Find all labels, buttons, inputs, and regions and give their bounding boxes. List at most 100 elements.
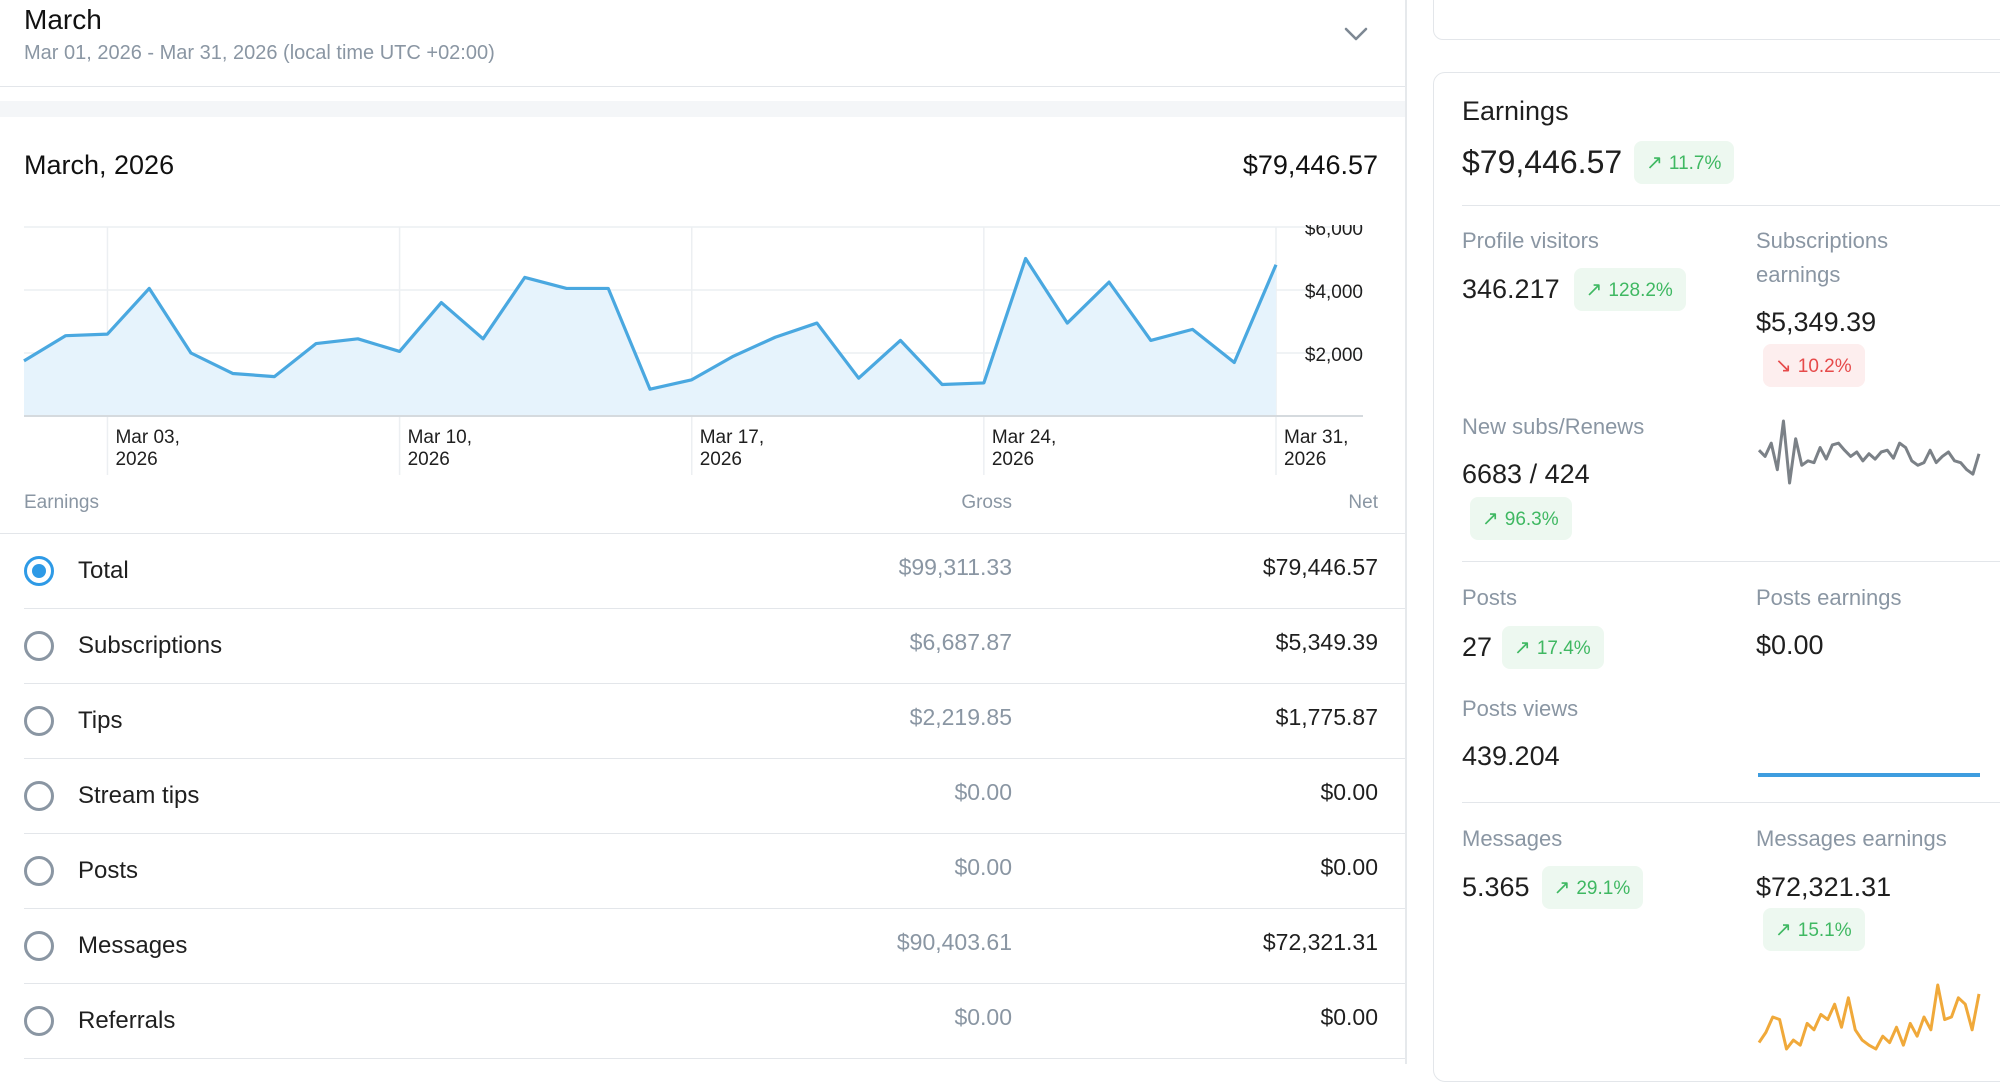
col-earnings-header: Earnings (24, 492, 99, 513)
series-area (24, 258, 1276, 416)
arrow-up-right-icon: ↗ (1646, 152, 1663, 174)
data-point (1147, 336, 1155, 344)
data-point (563, 284, 571, 292)
y-tick-label: $6,000 (1305, 225, 1363, 240)
badge-text: 10.2% (1797, 356, 1852, 377)
new-subs-label: New subs/Renews (1462, 414, 1645, 439)
data-point (1230, 358, 1238, 366)
data-point (729, 352, 737, 360)
table-divider (0, 533, 1405, 534)
table-row[interactable]: Subscriptions $6,687.87 $5,349.39 (0, 609, 1405, 684)
subscriptions-earnings-value: $5,349.39 (1756, 307, 1877, 337)
table-row[interactable]: Total $99,311.33 $79,446.57 (0, 534, 1405, 609)
header-band (0, 101, 1405, 117)
earnings-main-panel: March Mar 01, 2026 - Mar 31, 2026 (local… (0, 4, 1405, 1059)
data-point (1272, 261, 1280, 269)
data-point (1022, 255, 1030, 263)
x-tick-label: 2026 (408, 449, 450, 470)
data-point (1105, 278, 1113, 286)
row-divider (24, 1058, 1405, 1059)
top-card (1433, 0, 2000, 40)
posts-badge: ↗ 17.4% (1502, 626, 1604, 669)
row-gross: $0.00 (954, 854, 1012, 880)
posts-views-label: Posts views (1462, 696, 1579, 721)
row-divider (24, 608, 1405, 609)
data-point (270, 373, 278, 381)
data-point (521, 273, 529, 281)
x-tick-label: 2026 (700, 449, 742, 470)
row-radio[interactable] (24, 631, 54, 661)
row-divider (24, 833, 1405, 834)
period-selector-title[interactable]: March (24, 4, 102, 35)
row-net: $5,349.39 (1275, 629, 1378, 655)
badge-text: 15.1% (1797, 920, 1852, 941)
new-subs-badge: ↗ 96.3% (1470, 497, 1572, 540)
data-point (855, 374, 863, 382)
sparkline-path (1757, 983, 1981, 1051)
data-point (646, 385, 654, 393)
data-point (145, 284, 153, 292)
row-net: $72,321.31 (1262, 929, 1378, 955)
label-line: earnings (1756, 262, 1841, 287)
row-net: $0.00 (1320, 854, 1378, 880)
x-tick-label: Mar 03, (115, 427, 179, 448)
arrow-up-right-icon: ↗ (1775, 919, 1792, 941)
row-radio[interactable] (24, 856, 54, 886)
posts-group: 27 ↗ 17.4% (1462, 626, 1604, 669)
earnings-value: $79,446.57 (1462, 144, 1623, 180)
profile-visitors-label: Profile visitors (1462, 228, 1599, 253)
data-point (813, 319, 821, 327)
row-radio[interactable] (24, 706, 54, 736)
table-row[interactable]: Referrals $0.00 $0.00 (0, 984, 1405, 1059)
row-gross: $2,219.85 (909, 704, 1012, 730)
earnings-value-group: $79,446.57 ↗ 11.7% (1462, 141, 1735, 184)
messages-earnings-value: $72,321.31 (1756, 872, 1892, 902)
x-tick-label: Mar 31, (1284, 427, 1348, 448)
stats-divider (1462, 561, 2000, 562)
subscriptions-earnings-badge: ↘ 10.2% (1763, 344, 1865, 387)
subs-sparkline (1757, 419, 1981, 485)
row-radio[interactable] (24, 931, 54, 961)
chevron-down-icon[interactable] (1340, 18, 1372, 50)
data-point (312, 340, 320, 348)
badge-text: 11.7% (1668, 153, 1722, 174)
data-point (187, 349, 195, 357)
messages-label: Messages (1462, 826, 1563, 851)
row-divider (24, 758, 1405, 759)
label-line: Subscriptions (1756, 228, 1889, 253)
table-row[interactable]: Posts $0.00 $0.00 (0, 834, 1405, 909)
row-label: Posts (78, 857, 139, 884)
data-point (688, 376, 696, 384)
stats-divider (1462, 802, 2000, 803)
table-row[interactable]: Stream tips $0.00 $0.00 (0, 759, 1405, 834)
data-point (771, 333, 779, 341)
data-point (354, 335, 362, 343)
row-label: Total (78, 557, 129, 584)
x-tick-label: Mar 10, (408, 427, 472, 448)
period-selector-range[interactable]: Mar 01, 2026 - Mar 31, 2026 (local time … (24, 42, 495, 64)
messages-badge: ↗ 29.1% (1541, 866, 1644, 909)
new-subs-value: 6683 / 424 (1462, 459, 1590, 489)
row-net: $1,775.87 (1275, 704, 1378, 730)
panel-divider (1405, 0, 1407, 1064)
table-row[interactable]: Messages $90,403.61 $72,321.31 (0, 909, 1405, 984)
arrow-down-right-icon: ↘ (1775, 355, 1792, 377)
arrow-up-right-icon: ↗ (1585, 279, 1603, 301)
row-radio[interactable] (24, 556, 54, 586)
row-net: $0.00 (1320, 1004, 1378, 1030)
series-line (23, 256, 1278, 391)
badge-text: 96.3% (1504, 509, 1559, 530)
messages-sparkline (1757, 983, 1981, 1051)
row-radio[interactable] (24, 781, 54, 811)
data-point (229, 369, 237, 377)
chart-title: March, 2026 (24, 150, 175, 180)
row-label: Referrals (78, 1007, 176, 1034)
col-gross-header: Gross (961, 492, 1012, 513)
row-gross: $6,687.87 (909, 629, 1012, 655)
table-row[interactable]: Tips $2,219.85 $1,775.87 (0, 684, 1405, 759)
row-net: $0.00 (1320, 779, 1378, 805)
arrow-up-right-icon: ↗ (1514, 637, 1531, 659)
messages-value: 5.365 (1462, 872, 1530, 902)
row-radio[interactable] (24, 1006, 54, 1036)
